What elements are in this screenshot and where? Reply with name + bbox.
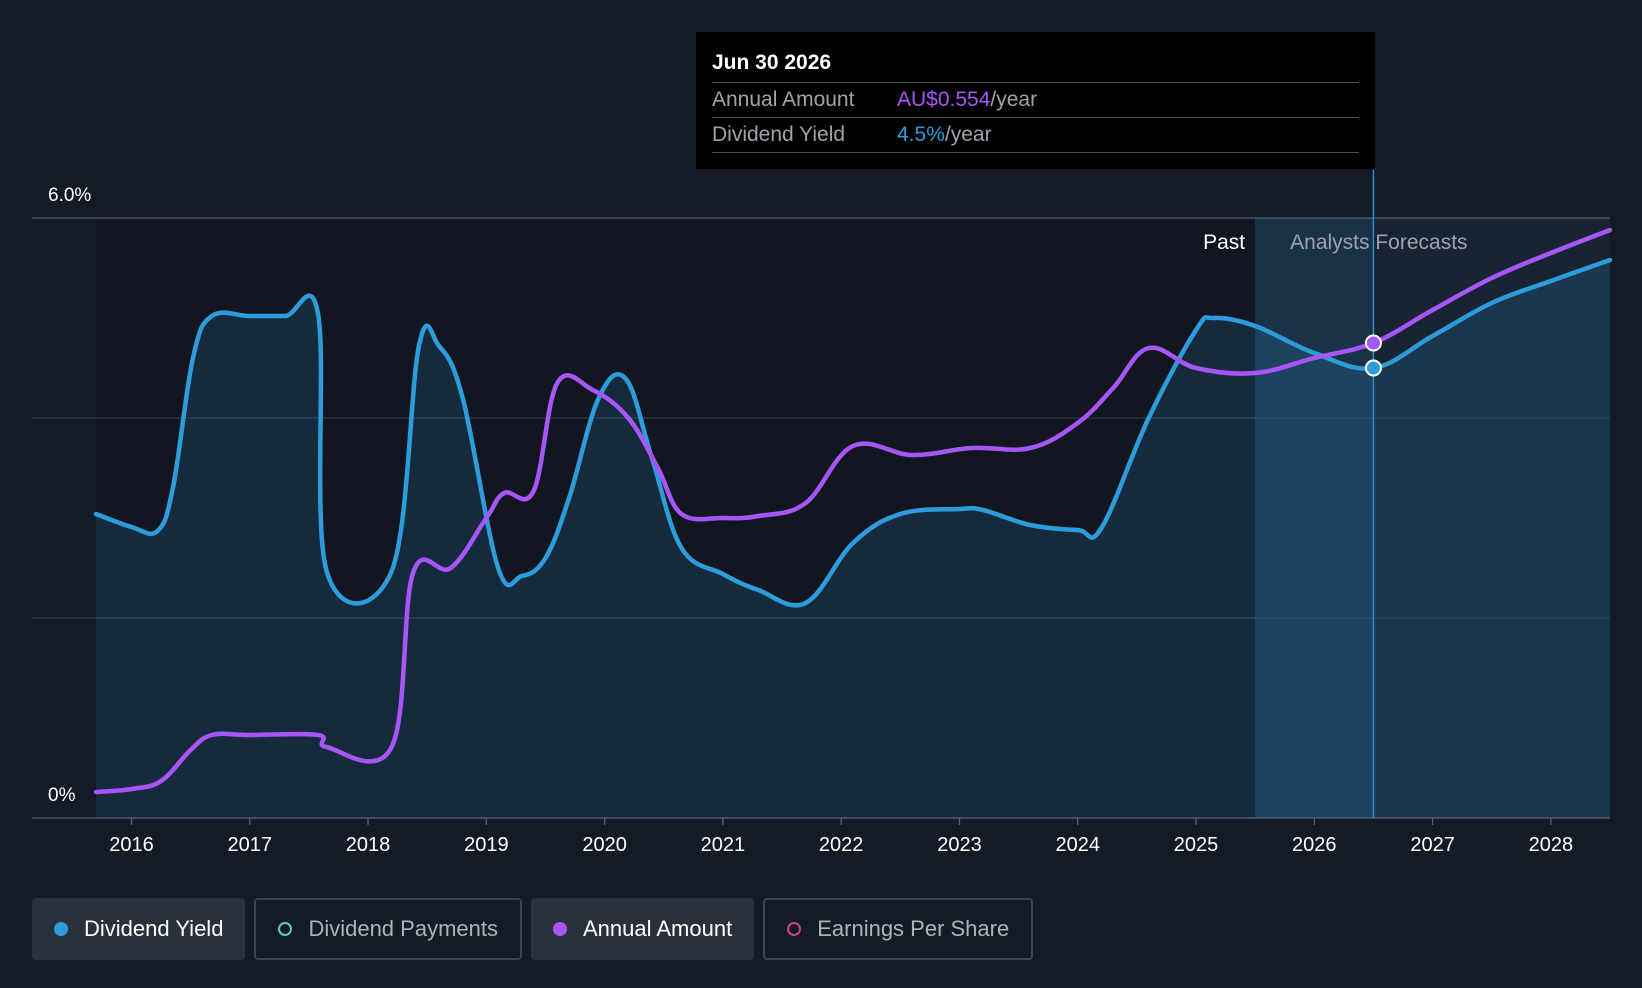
x-tick-label: 2016 xyxy=(109,834,154,856)
dividend-yield-marker[interactable] xyxy=(1364,359,1382,377)
legend-dot-icon xyxy=(552,922,567,936)
grid-lines xyxy=(32,217,1610,819)
x-tick-label: 2026 xyxy=(1292,834,1337,856)
x-tick-label: 2027 xyxy=(1410,834,1455,856)
y-axis-min-label: 0% xyxy=(48,785,76,806)
chart-legend: Dividend Yield Dividend Payments Annual … xyxy=(32,898,1042,960)
x-tick-label: 2018 xyxy=(346,834,391,856)
tooltip-date: Jun 30 2026 xyxy=(712,44,1359,83)
legend-label: Dividend Yield xyxy=(84,916,224,941)
legend-label: Earnings Per Share xyxy=(817,916,1010,941)
past-label: Past xyxy=(1203,231,1245,254)
x-tick-label: 2019 xyxy=(464,834,509,856)
legend-label: Annual Amount xyxy=(582,916,733,941)
legend-dot-icon xyxy=(54,922,68,936)
forecast-region xyxy=(1255,218,1610,818)
tooltip-row-annual-amount: Annual Amount AU$0.554 /year xyxy=(712,83,1359,118)
annual-amount-line xyxy=(93,227,1613,795)
tooltip-value: 4.5% xyxy=(897,123,945,146)
legend-label: Dividend Payments xyxy=(308,916,498,941)
tooltip: Jun 30 2026 Annual Amount AU$0.554 /year… xyxy=(696,32,1375,169)
x-tick-label: 2022 xyxy=(819,834,864,856)
x-tick-label: 2021 xyxy=(701,834,746,856)
dividend-yield-area xyxy=(96,260,1610,818)
legend-dot-icon xyxy=(787,922,802,936)
legend-dividend-yield[interactable]: Dividend Yield xyxy=(32,898,246,960)
past-region-shade xyxy=(96,218,1256,818)
annual-amount-marker[interactable] xyxy=(1364,334,1382,352)
legend-annual-amount[interactable]: Annual Amount xyxy=(530,898,755,960)
x-axis-ticks: 2016 2017 2018 2019 2020 2021 2022 2023 2024 2025… xyxy=(109,818,1573,856)
tooltip-unit: /year xyxy=(944,123,992,146)
x-tick-label: 2028 xyxy=(1529,834,1574,856)
legend-dividend-payments[interactable]: Dividend Payments xyxy=(254,898,522,960)
x-tick-label: 2025 xyxy=(1174,834,1219,856)
tooltip-unit: /year xyxy=(990,88,1038,111)
dividend-yield-line xyxy=(93,257,1613,608)
y-axis-max-label: 6.0% xyxy=(48,185,91,206)
forecast-label: Analysts Forecasts xyxy=(1290,231,1467,254)
legend-dot-icon xyxy=(278,922,293,936)
hover-highlight-band xyxy=(1255,218,1374,818)
tooltip-label: Dividend Yield xyxy=(712,123,846,146)
tooltip-value: AU$0.554 xyxy=(897,88,991,111)
x-tick-label: 2023 xyxy=(937,834,982,856)
tooltip-row-dividend-yield: Dividend Yield 4.5% /year xyxy=(712,118,1359,153)
tooltip-label: Annual Amount xyxy=(712,88,855,111)
x-tick-label: 2024 xyxy=(1055,834,1100,856)
x-tick-label: 2020 xyxy=(582,834,627,856)
x-tick-label: 2017 xyxy=(228,834,273,856)
legend-earnings-per-share[interactable]: Earnings Per Share xyxy=(763,898,1034,960)
